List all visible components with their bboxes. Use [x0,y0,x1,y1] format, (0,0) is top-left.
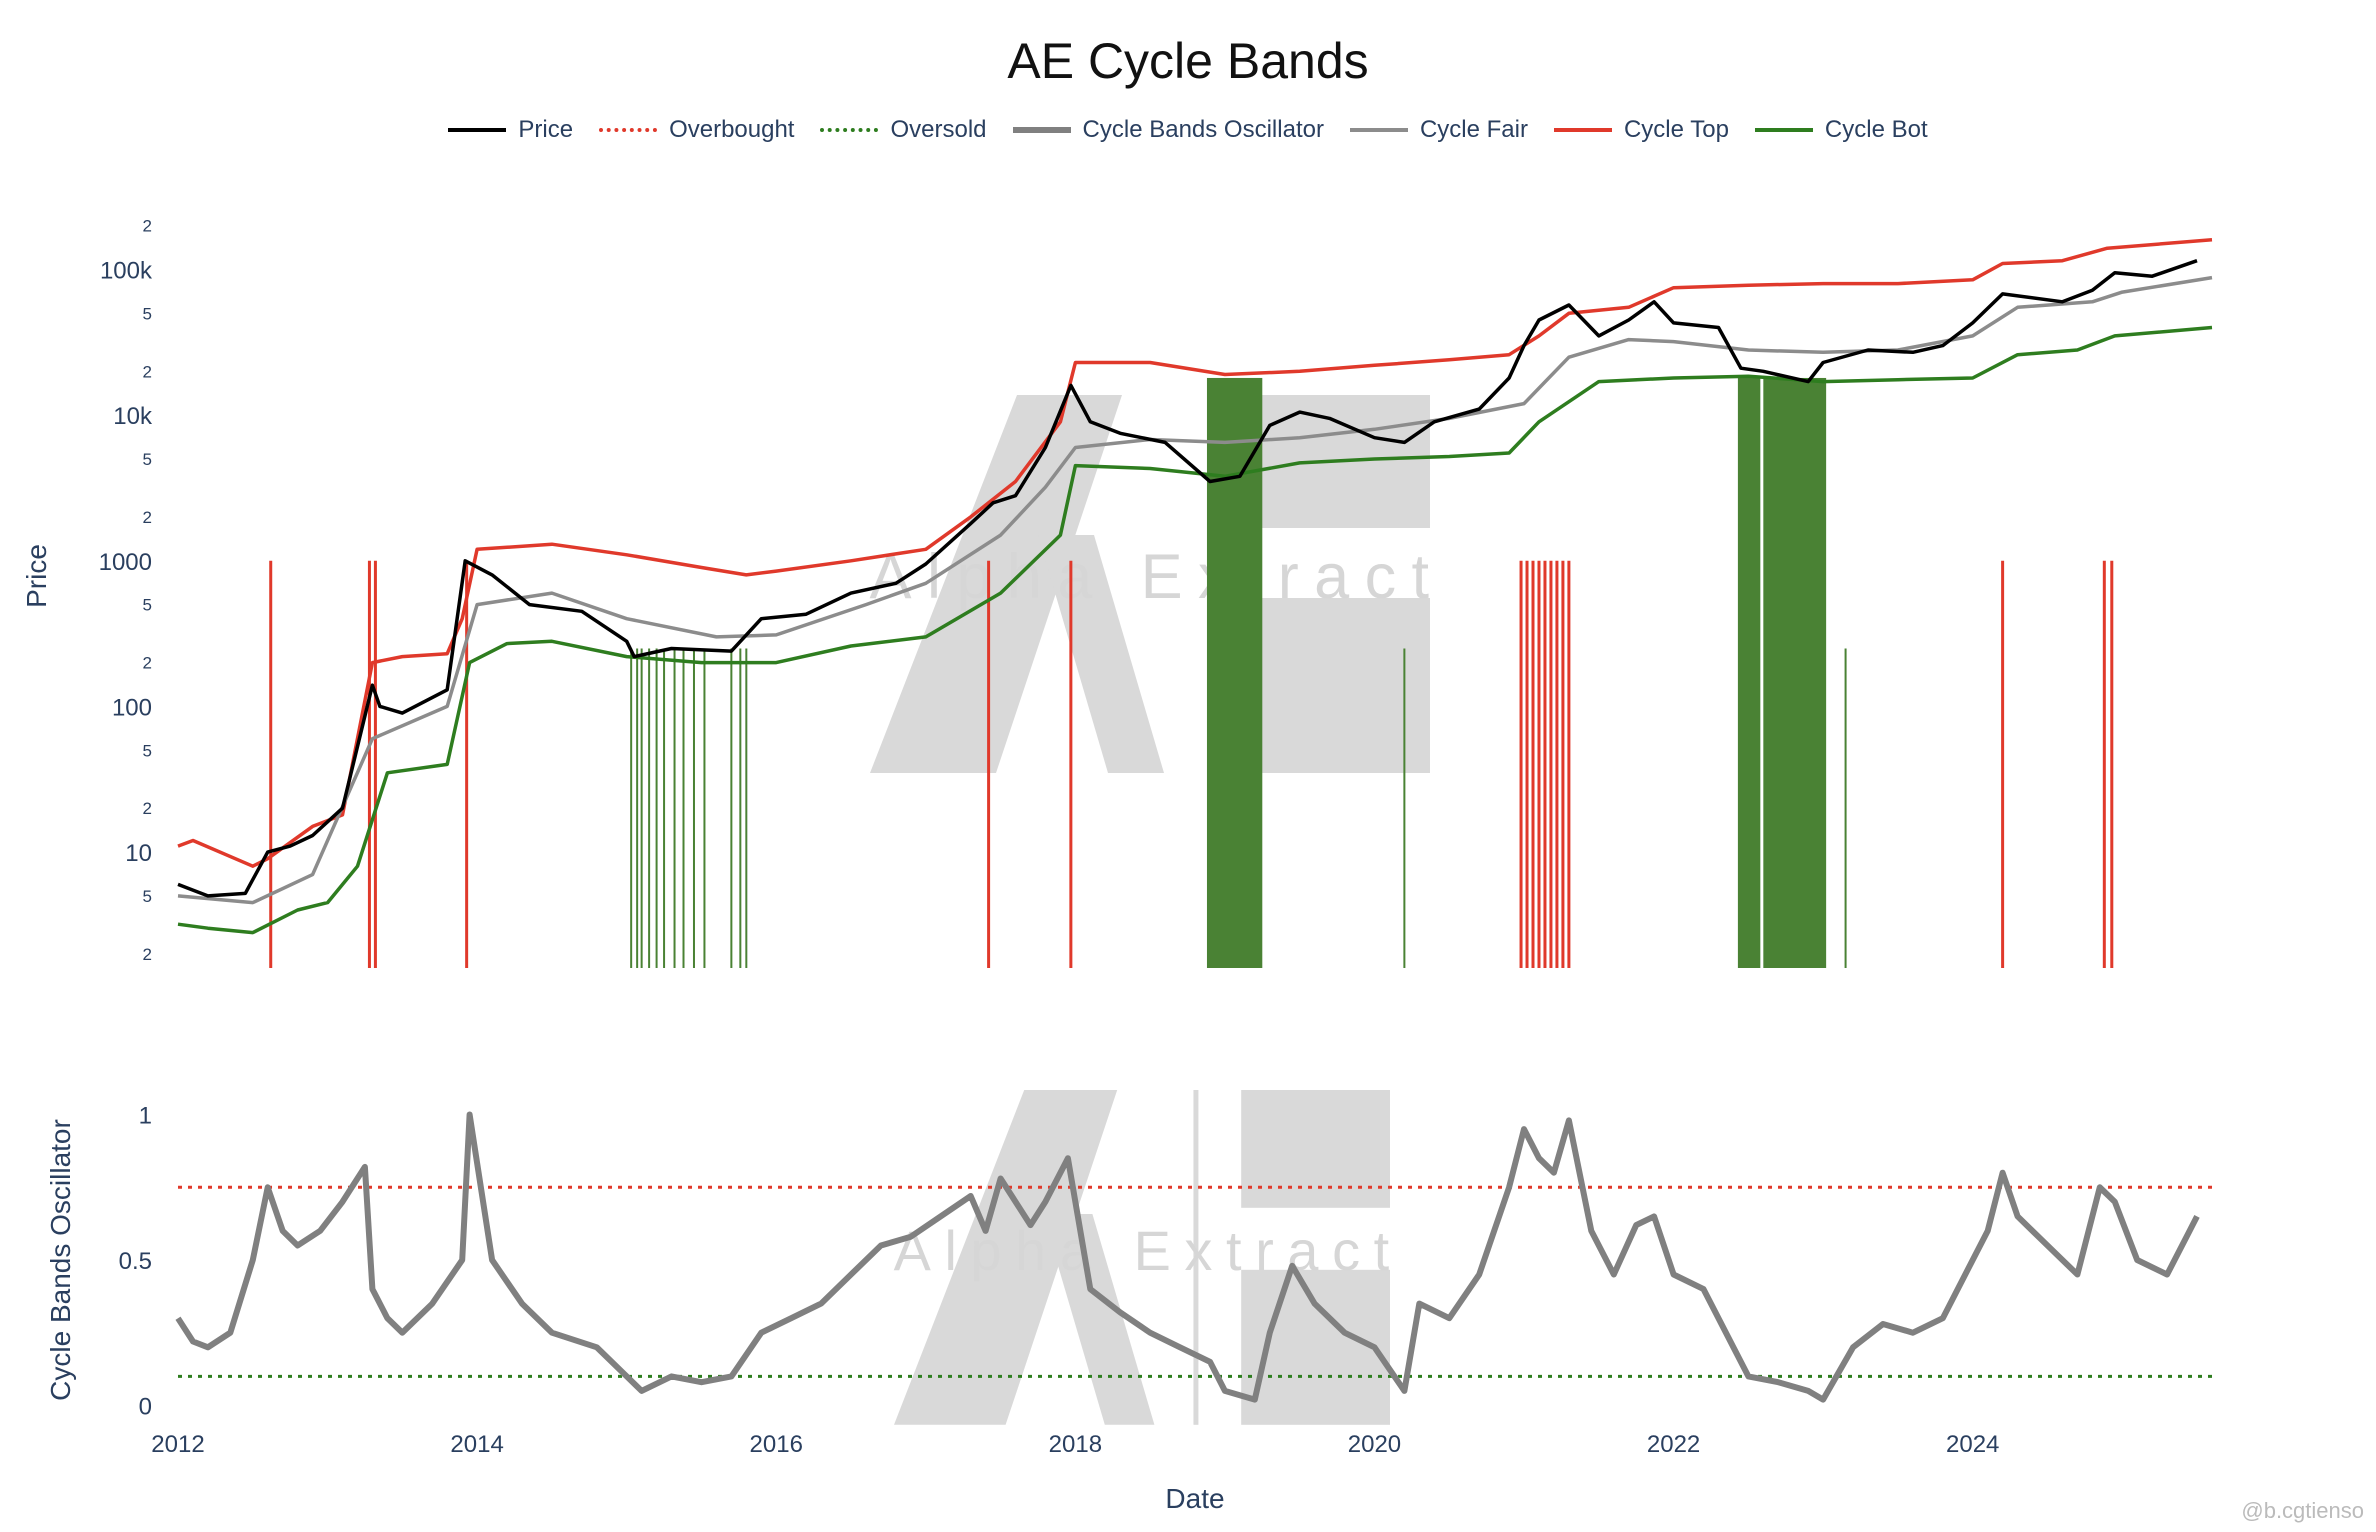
price-y-tick-label: 2 [143,217,152,236]
legend-item-cycle-fair[interactable]: Cycle Fair [1349,116,1528,144]
x-tick-label: 2014 [450,1431,503,1458]
oscillator-axis-title: Cycle Bands Oscillator [45,1119,76,1401]
legend-swatch-cycle-bot [1754,128,1813,132]
price-y-tick-label: 2 [143,654,152,673]
watermark-text: Alpha Extract [894,1219,1403,1282]
watermark-shape [1042,1214,1155,1425]
x-tick-label: 2016 [750,1431,803,1458]
oscillator-y-tick-label: 0 [139,1393,152,1420]
price-y-tick-label: 100k [100,257,153,284]
price-panel: 2 5 10 2 5 100 2 5 1000 2 5 10k 2 5 100k 2 [99,217,2213,968]
x-tick-label: 2020 [1348,1431,1401,1458]
legend-label-cycle-bot: Cycle Bot [1824,116,1928,143]
price-y-tick-label: 5 [143,596,152,615]
x-axis-title: Date [1165,1483,1224,1514]
legend-label-cycle-top: Cycle Top [1623,116,1729,143]
price-line [177,259,2198,898]
legend-item-oscillator[interactable]: Cycle Bands Oscillator [1012,116,1324,144]
legend-item-cycle-top[interactable]: Cycle Top [1553,116,1729,144]
legend-item-oversold[interactable]: Oversold [820,116,987,144]
watermark-shape [1193,1090,1199,1425]
price-y-tick-label: 100 [112,694,152,721]
price-y-tick-label: 2 [143,799,152,818]
oversold-span [1737,377,1761,968]
legend-item-price[interactable]: Price [448,116,573,144]
price-y-tick-label: 5 [143,450,152,469]
price-y-tick-label: 2 [143,508,152,527]
price-y-tick-label: 2 [143,945,152,964]
price-y-tick-label: 10k [113,403,153,430]
oscillator-line [175,1111,2200,1403]
price-y-tick-label: 5 [143,304,152,323]
legend: Price Overbought Oversold Cycle Bands Os… [0,116,2376,144]
x-tick-label: 2024 [1946,1431,1999,1458]
price-axis-title: Price [21,544,52,608]
price-y-tick-label: 5 [143,741,152,760]
legend-swatch-cycle-top [1553,128,1612,132]
legend-label-oscillator: Cycle Bands Oscillator [1082,116,1324,143]
oversold-span [1206,377,1263,968]
legend-swatch-overbought [599,128,658,132]
watermark-logo-top: Alpha Extract [870,395,1445,773]
legend-swatch-price [448,128,507,132]
watermark-shape [870,395,1122,773]
oscillator-y-tick-label: 1 [139,1103,152,1130]
cycle-top-line [177,238,2213,868]
watermark-shape [1262,598,1430,773]
oscillator-panel: 0 0.5 1 2012 2014 2016 2018 2020 2022 2024 [119,1103,2212,1458]
price-y-tick-label: 10 [125,840,152,867]
price-y-tick-label: 5 [143,887,152,906]
cycle-bot-line [177,325,2213,935]
oversold-span [1763,377,1827,968]
legend-swatch-oversold [820,128,879,132]
watermark-text: Alpha Extract [870,542,1445,612]
x-tick-label: 2022 [1647,1431,1700,1458]
legend-swatch-oscillator [1012,127,1071,133]
legend-label-price: Price [518,116,574,143]
watermark-logo-bottom: Alpha Extract [894,1090,1403,1425]
legend-swatch-cycle-fair [1349,128,1408,132]
legend-label-oversold: Oversold [890,116,987,143]
legend-label-cycle-fair: Cycle Fair [1419,116,1528,143]
legend-label-overbought: Overbought [669,116,795,143]
corner-watermark: @b.cgtienso [2241,1498,2364,1523]
legend-item-overbought[interactable]: Overbought [599,116,794,144]
chart-title: AE Cycle Bands [1007,33,1369,89]
legend-item-cycle-bot[interactable]: Cycle Bot [1754,116,1928,144]
x-tick-label: 2018 [1049,1431,1102,1458]
price-y-tick-label: 1000 [99,549,152,576]
x-tick-label: 2012 [151,1431,204,1458]
price-y-tick-label: 2 [143,362,152,381]
watermark-shape [1241,1090,1390,1208]
oscillator-y-tick-label: 0.5 [119,1248,152,1275]
